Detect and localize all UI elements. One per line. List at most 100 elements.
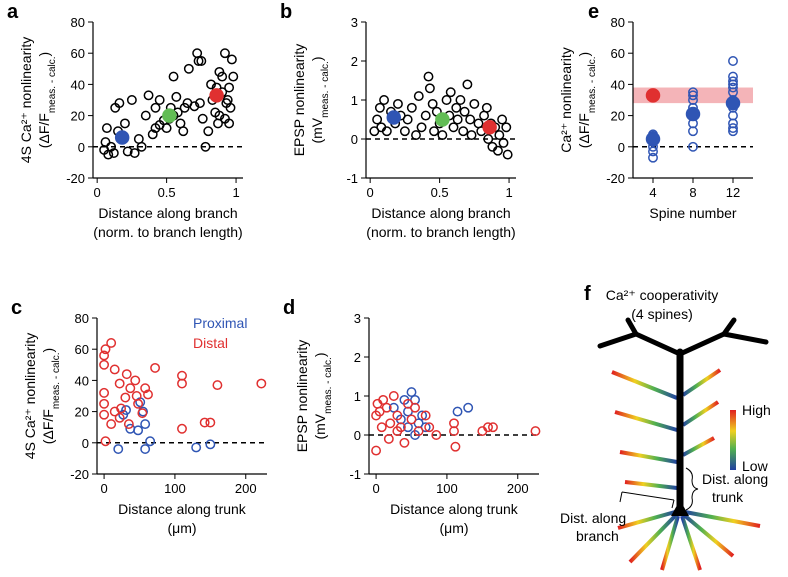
- point: [392, 98, 403, 109]
- point: [101, 123, 112, 134]
- mean-point: [209, 88, 224, 103]
- point: [441, 95, 452, 105]
- point: [197, 113, 208, 124]
- mean-point: [725, 95, 741, 111]
- point: [481, 102, 492, 113]
- point: [119, 118, 130, 129]
- point: [108, 148, 119, 158]
- point: [177, 423, 187, 434]
- point: [192, 48, 203, 59]
- point: [431, 430, 442, 440]
- y-axis-label-part: ): [36, 52, 52, 57]
- y-tick-label: 0: [78, 140, 85, 155]
- y-tick-label: 3: [351, 15, 358, 30]
- point: [133, 398, 144, 409]
- y-axis-label: (mVmeas. - calc.): [312, 352, 334, 439]
- point: [452, 114, 463, 125]
- point: [372, 114, 383, 125]
- point: [150, 362, 161, 373]
- bracket: [619, 491, 675, 509]
- point: [224, 82, 235, 93]
- point: [728, 56, 738, 66]
- point: [688, 87, 698, 98]
- point: [183, 63, 194, 74]
- point: [122, 146, 133, 157]
- point: [465, 114, 476, 125]
- point: [100, 436, 111, 447]
- x-tick-label: 1: [505, 185, 512, 200]
- point: [130, 375, 141, 386]
- point: [688, 90, 698, 101]
- y-axis-label-part: meas. - calc.: [587, 56, 598, 113]
- point: [420, 410, 431, 421]
- point: [140, 444, 151, 454]
- point: [450, 441, 461, 452]
- point: [143, 90, 154, 101]
- point: [449, 426, 459, 437]
- mean-point: [114, 130, 130, 145]
- point: [140, 110, 151, 121]
- point: [406, 102, 417, 113]
- branch: [681, 400, 720, 427]
- y-tick-label: 40: [71, 77, 85, 92]
- branch: [682, 513, 735, 558]
- y-tick-label: -1: [346, 171, 358, 186]
- point: [196, 56, 207, 66]
- annotation: Dist. along: [560, 510, 626, 526]
- x-axis-label: (μm): [167, 520, 196, 536]
- point: [448, 122, 459, 133]
- point: [501, 122, 512, 133]
- point: [168, 71, 179, 82]
- x-axis-label: Spine number: [649, 205, 737, 221]
- branch: [614, 410, 678, 432]
- point: [427, 98, 438, 109]
- y-tick-label: 40: [75, 373, 89, 388]
- y-tick-label: 2: [354, 350, 361, 365]
- point: [217, 71, 228, 82]
- point: [648, 146, 658, 157]
- y-tick-label: 2: [351, 54, 358, 69]
- y-tick-label: 80: [611, 15, 625, 30]
- branch: [624, 480, 678, 490]
- point: [530, 426, 541, 437]
- point: [451, 102, 462, 113]
- point: [728, 123, 738, 134]
- point: [214, 110, 225, 121]
- point: [99, 350, 110, 361]
- mean-point: [482, 120, 497, 135]
- point: [388, 391, 399, 401]
- point: [121, 405, 131, 415]
- point: [728, 76, 738, 87]
- point: [417, 410, 428, 421]
- point: [462, 79, 473, 90]
- point: [114, 378, 125, 389]
- point: [133, 425, 144, 436]
- mean-point: [162, 108, 177, 123]
- point: [445, 87, 456, 98]
- y-tick-label: 0: [618, 140, 625, 155]
- branch: [611, 370, 678, 400]
- y-axis-label-part: EPSP nonlinearity: [294, 340, 310, 453]
- y-tick-label: 1: [351, 93, 358, 108]
- point: [191, 442, 202, 453]
- point: [502, 149, 513, 160]
- point: [403, 422, 413, 433]
- y-axis-label-part: ): [576, 52, 592, 57]
- x-tick-label: 12: [726, 185, 740, 200]
- y-tick-label: 80: [75, 311, 89, 326]
- point: [488, 422, 498, 433]
- y-axis-label-part: ): [40, 348, 56, 353]
- point: [437, 130, 448, 141]
- point: [99, 398, 110, 409]
- annotation: branch: [576, 528, 619, 544]
- point: [228, 71, 239, 82]
- y-axis-label-part: (ΔF/F: [576, 113, 592, 148]
- x-axis-label: (norm. to branch length): [93, 224, 242, 240]
- point: [200, 141, 211, 152]
- point: [413, 426, 424, 437]
- point: [205, 417, 216, 428]
- y-axis-label-part: (ΔF/F: [40, 409, 56, 444]
- mean-point: [645, 131, 661, 147]
- point: [688, 126, 698, 137]
